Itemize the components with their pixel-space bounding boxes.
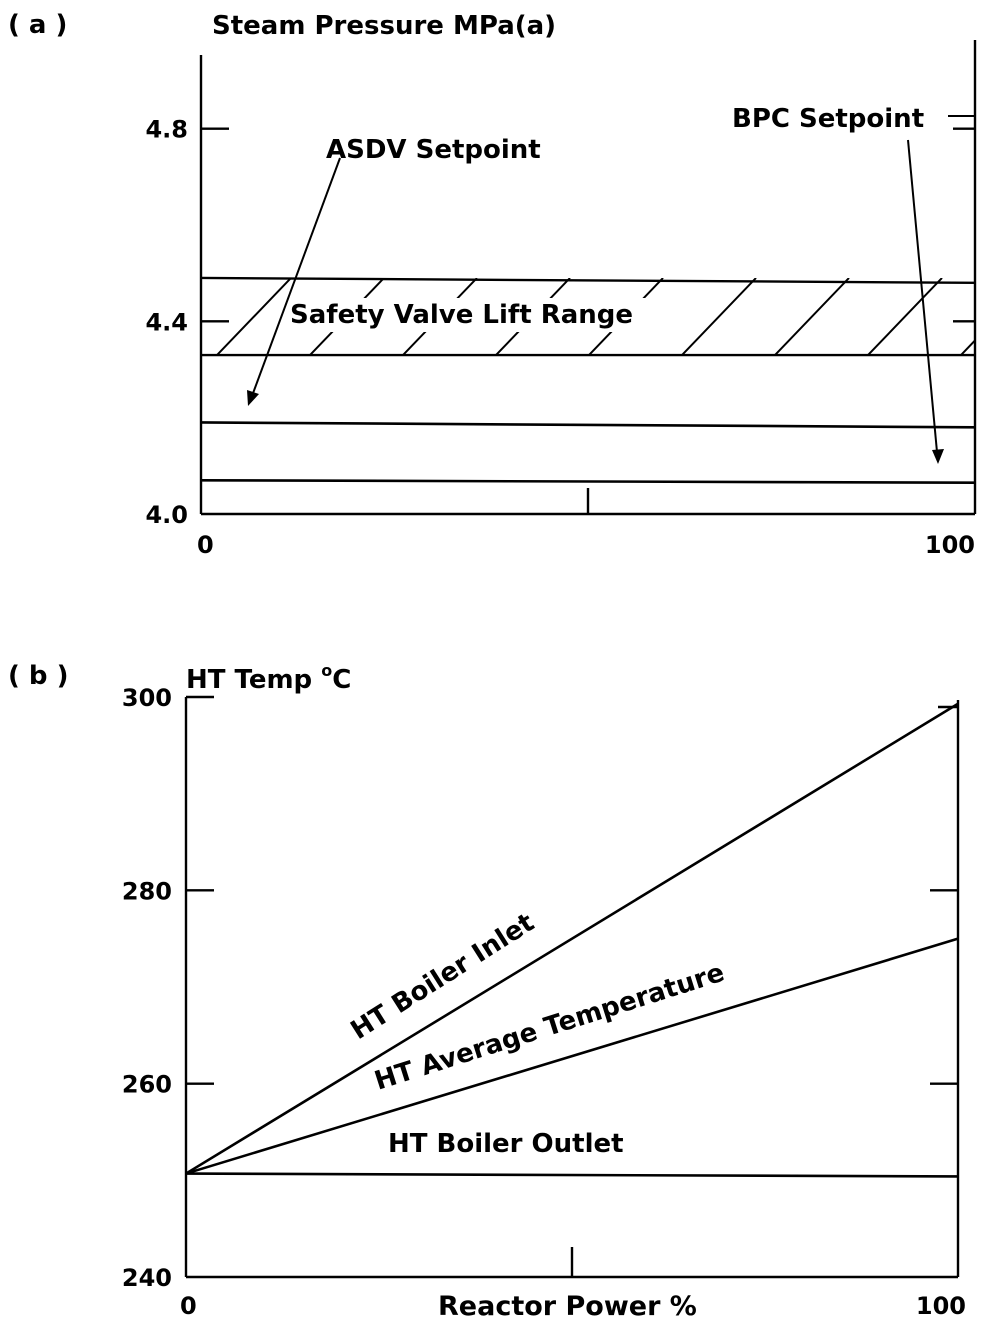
panel-b-y-axis-unit: C [332, 665, 351, 695]
panel-b-y-tick-label: 300 [122, 684, 172, 712]
hatch-stroke [960, 339, 975, 356]
panel-a-y-axis-title: Steam Pressure MPa(a) [212, 11, 556, 41]
safety-band-upper-edge [200, 276, 976, 284]
panel-a-x-tick-label: 0 [197, 531, 214, 559]
panel-b-y-axis-title-main: HT Temp [186, 665, 321, 695]
panel-a-y-tick-label: 4.0 [145, 501, 188, 529]
panel-a-series [200, 421, 976, 484]
panel-b-y-tick-label: 240 [122, 1264, 172, 1292]
panel-a-x-tick-label: 100 [925, 531, 975, 559]
panel-b-y-tick-label: 280 [122, 877, 172, 905]
ht-boiler-outlet-label: HT Boiler Outlet [388, 1129, 624, 1159]
bpc-setpoint-label: BPC Setpoint [732, 104, 924, 134]
panel-b-label: ( b ) [8, 661, 68, 691]
hatch-stroke [216, 277, 292, 356]
series-ht-average-temperature [185, 937, 959, 1175]
panel-a-y-tick-label: 4.8 [145, 116, 188, 144]
panel-b-ticks: 240 260 280 300 0 100 [122, 684, 966, 1320]
panel-b-x-tick-label: 0 [180, 1292, 197, 1320]
panel-a-steam-pressure-chart: ( a ) Steam Pressure MPa(a) 4.0 4.4 4.8 0 10… [8, 10, 977, 559]
hatch-stroke [681, 277, 757, 356]
degree-symbol: o [321, 661, 332, 680]
panel-a-ticks: 4.0 4.4 4.8 0 100 [145, 116, 975, 559]
asdv-arrow-shaft [251, 157, 341, 397]
series-bpc-setpoint [200, 478, 976, 484]
panel-b-ht-temperature-chart: ( b ) HT Temp oC 240 260 280 300 0 100 HT Boi… [8, 661, 966, 1322]
series-asdv-setpoint [200, 421, 976, 429]
hatch-stroke [867, 277, 943, 356]
panel-b-x-axis-title: Reactor Power % [438, 1291, 697, 1322]
bpc-arrow-shaft [907, 139, 938, 453]
panel-b-series [185, 702, 959, 1178]
panel-b-x-tick-label: 100 [916, 1292, 966, 1320]
safety-band-label-bg [286, 298, 656, 332]
panel-a-y-tick-label: 4.4 [145, 308, 188, 336]
panel-b-y-axis-title: HT Temp oC [186, 661, 351, 695]
asdv-setpoint-label: ASDV Setpoint [326, 135, 541, 165]
asdv-arrow-head [247, 390, 259, 406]
series-ht-boiler-inlet [185, 702, 959, 1175]
series-ht-boiler-outlet [185, 1172, 959, 1178]
safety-valve-lift-range-label: Safety Valve Lift Range [290, 300, 633, 330]
panel-b-y-tick-label: 260 [122, 1071, 172, 1099]
bpc-arrow-head [932, 449, 944, 464]
hatch-stroke [774, 277, 850, 356]
panel-a-label: ( a ) [8, 10, 67, 40]
